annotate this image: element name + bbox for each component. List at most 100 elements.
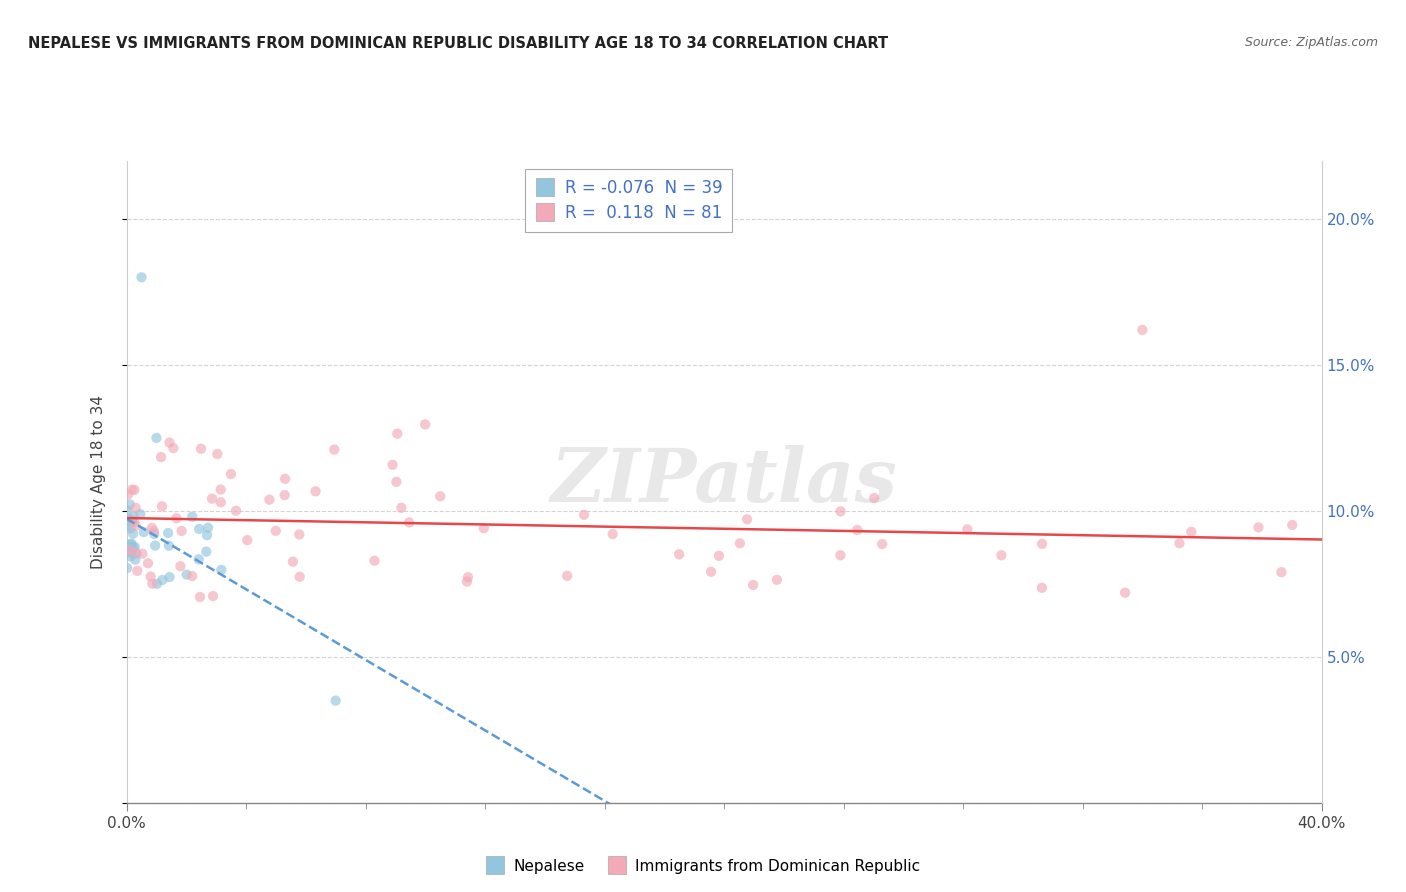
Point — [990, 548, 1012, 562]
Point — [124, 546, 146, 560]
Point — [219, 467, 242, 481]
Point — [125, 547, 148, 561]
Point — [187, 552, 209, 566]
Point — [176, 567, 198, 582]
Point — [259, 492, 281, 507]
Point — [325, 693, 347, 707]
Point — [115, 503, 138, 517]
Point — [121, 514, 143, 528]
Point — [150, 500, 173, 514]
Point — [159, 435, 181, 450]
Point — [118, 498, 141, 512]
Point — [201, 491, 224, 506]
Point — [728, 536, 751, 550]
Point — [288, 527, 311, 541]
Y-axis label: Disability Age 18 to 34: Disability Age 18 to 34 — [91, 394, 105, 569]
Point — [846, 523, 869, 537]
Point — [188, 590, 211, 604]
Point — [131, 547, 153, 561]
Point — [572, 508, 595, 522]
Point — [120, 537, 142, 551]
Point — [152, 573, 174, 587]
Point — [870, 537, 893, 551]
Point — [125, 518, 148, 533]
Point — [209, 563, 232, 577]
Point — [381, 458, 404, 472]
Point — [162, 441, 184, 455]
Point — [129, 507, 152, 521]
Point — [863, 491, 886, 505]
Point — [195, 528, 218, 542]
Point — [735, 512, 758, 526]
Point — [830, 548, 852, 562]
Point — [1130, 323, 1153, 337]
Point — [1031, 581, 1053, 595]
Point — [143, 539, 166, 553]
Point — [141, 576, 163, 591]
Point — [956, 522, 979, 536]
Point — [209, 483, 232, 497]
Point — [197, 521, 219, 535]
Point — [555, 569, 578, 583]
Point — [142, 524, 165, 538]
Point — [274, 472, 297, 486]
Point — [120, 546, 142, 560]
Point — [169, 559, 191, 574]
Point — [132, 525, 155, 540]
Point — [139, 569, 162, 583]
Point — [766, 573, 789, 587]
Point — [118, 512, 141, 526]
Legend: Nepalese, Immigrants from Dominican Republic: Nepalese, Immigrants from Dominican Repu… — [479, 853, 927, 880]
Point — [281, 555, 304, 569]
Point — [122, 515, 145, 529]
Point — [146, 576, 169, 591]
Text: Source: ZipAtlas.com: Source: ZipAtlas.com — [1244, 36, 1378, 49]
Point — [190, 442, 212, 456]
Point — [124, 540, 146, 554]
Point — [456, 574, 478, 589]
Point — [830, 504, 852, 518]
Point — [457, 570, 479, 584]
Point — [385, 475, 408, 489]
Point — [157, 539, 180, 553]
Point — [188, 522, 211, 536]
Point — [141, 521, 163, 535]
Text: NEPALESE VS IMMIGRANTS FROM DOMINICAN REPUBLIC DISABILITY AGE 18 TO 34 CORRELATI: NEPALESE VS IMMIGRANTS FROM DOMINICAN RE… — [28, 36, 889, 51]
Point — [181, 509, 204, 524]
Point — [117, 487, 139, 501]
Point — [117, 540, 139, 554]
Point — [120, 536, 142, 550]
Point — [668, 547, 690, 561]
Point — [195, 544, 218, 558]
Point — [288, 570, 311, 584]
Point — [118, 543, 141, 558]
Point — [127, 564, 149, 578]
Point — [136, 556, 159, 570]
Point — [170, 524, 193, 538]
Point — [602, 527, 624, 541]
Point — [700, 565, 723, 579]
Point — [115, 561, 138, 575]
Point — [157, 526, 180, 541]
Point — [389, 500, 412, 515]
Point — [1168, 536, 1191, 550]
Point — [1281, 518, 1303, 533]
Point — [209, 495, 232, 509]
Point — [273, 488, 295, 502]
Point — [118, 544, 141, 558]
Point — [236, 533, 259, 548]
Legend: R = -0.076  N = 39, R =  0.118  N = 81: R = -0.076 N = 39, R = 0.118 N = 81 — [524, 169, 733, 232]
Point — [165, 511, 187, 525]
Point — [124, 552, 146, 566]
Point — [707, 549, 730, 563]
Point — [472, 521, 495, 535]
Point — [124, 500, 146, 515]
Point — [1180, 524, 1202, 539]
Point — [115, 519, 138, 533]
Point — [207, 447, 229, 461]
Point — [143, 527, 166, 541]
Point — [363, 554, 385, 568]
Point — [387, 426, 409, 441]
Point — [1114, 585, 1136, 599]
Point — [121, 483, 143, 497]
